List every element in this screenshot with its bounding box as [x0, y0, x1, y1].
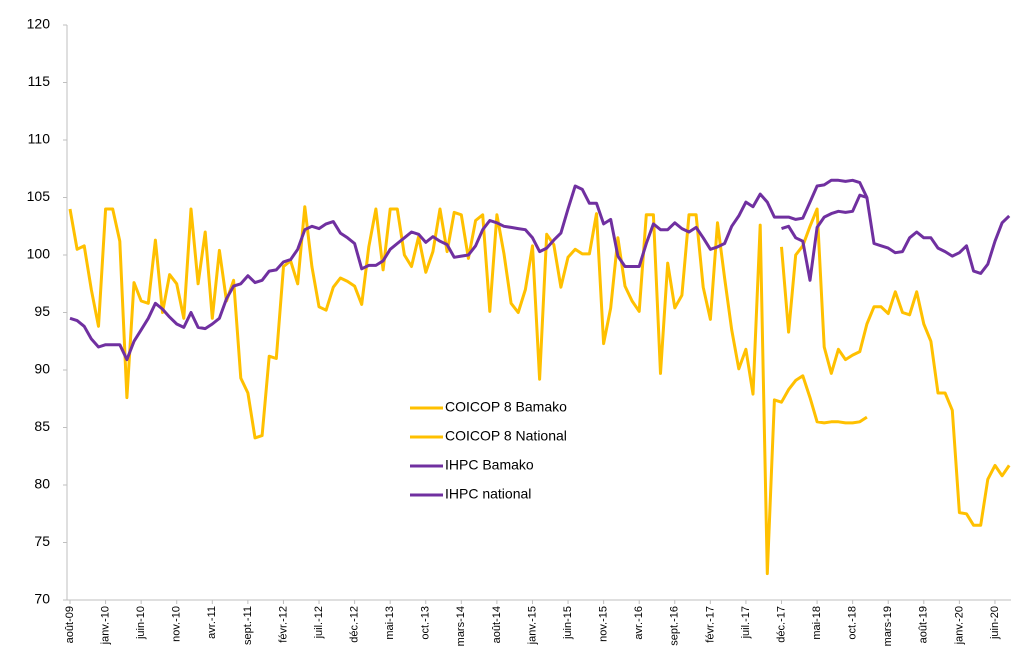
x-tick-label: déc.-17 [775, 606, 787, 643]
y-tick-label: 120 [27, 16, 51, 32]
y-tick-label: 75 [34, 533, 50, 549]
x-tick-label: juin-10 [135, 606, 147, 640]
x-tick-label: août-14 [491, 606, 503, 643]
series-line [780, 207, 1011, 527]
y-tick-label: 90 [34, 361, 50, 377]
legend-label: IHPC national [445, 486, 531, 502]
y-tick-label: 95 [34, 303, 50, 319]
x-tick-label: mars-19 [882, 606, 894, 646]
x-tick-label: mai-18 [811, 606, 823, 640]
x-tick-label: janv.-10 [99, 606, 111, 645]
x-tick-label: nov.-10 [171, 606, 183, 642]
x-tick-label: déc.-12 [349, 606, 361, 643]
x-tick-label: août-09 [64, 606, 76, 643]
y-tick-label: 85 [34, 418, 50, 434]
series-line [69, 178, 1011, 362]
series-line [68, 205, 868, 576]
x-tick-label: janv.-15 [526, 606, 538, 645]
x-tick-label: juin-20 [989, 606, 1001, 640]
y-tick-label: 80 [34, 476, 50, 492]
x-tick-label: avr.-16 [633, 606, 645, 640]
x-tick-label: nov.-15 [598, 606, 610, 642]
x-tick-label: sept.-16 [669, 606, 681, 646]
x-tick-label: juin-15 [562, 606, 574, 640]
x-tick-label: juil.-17 [740, 606, 752, 639]
x-tick-label: avr.-11 [206, 606, 218, 639]
legend-label: COICOP 8 National [445, 428, 567, 444]
y-tick-label: 105 [27, 188, 51, 204]
x-tick-label: sept.-11 [242, 606, 254, 645]
x-tick-label: oct.-13 [420, 606, 432, 640]
y-tick-label: 100 [27, 246, 51, 262]
x-tick-label: oct.-18 [847, 606, 859, 640]
x-tick-label: juil.-12 [313, 606, 325, 639]
x-tick-label: mai-13 [384, 606, 396, 640]
y-tick-label: 110 [28, 131, 51, 147]
x-tick-label: août-19 [918, 606, 930, 643]
x-tick-label: févr.-17 [704, 606, 716, 643]
legend-label: COICOP 8 Bamako [445, 399, 567, 415]
x-tick-label: févr.-12 [277, 606, 289, 643]
y-tick-label: 115 [28, 73, 51, 89]
x-tick-label: mars-14 [455, 606, 467, 646]
series-line [781, 193, 868, 282]
legend-label: IHPC Bamako [445, 457, 534, 473]
x-tick-label: janv.-20 [953, 606, 965, 645]
y-tick-label: 70 [34, 591, 50, 607]
